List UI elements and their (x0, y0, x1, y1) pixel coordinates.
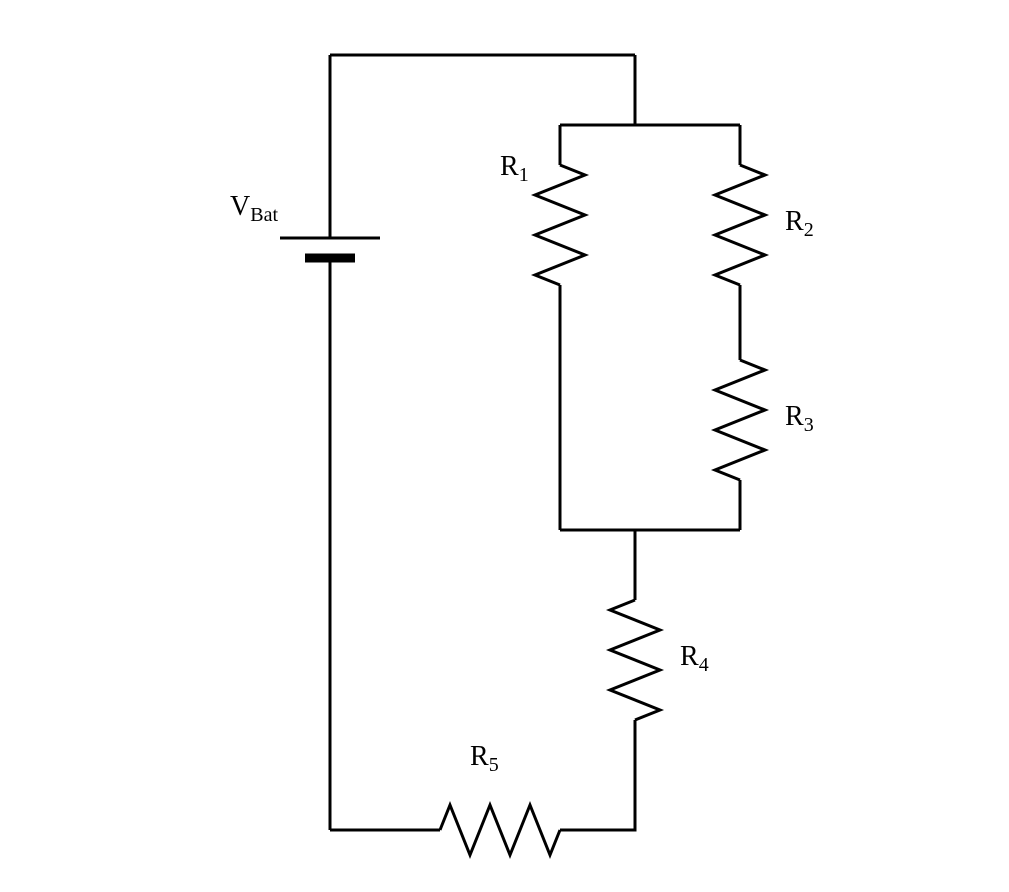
battery-label: VBat (230, 191, 278, 226)
r5-sub: 5 (489, 754, 499, 776)
vbat-sub: Bat (250, 204, 278, 226)
resistor-r1 (535, 165, 585, 285)
r2-sub: 2 (804, 219, 814, 241)
resistor-r3 (715, 360, 765, 480)
wire-bottom-right (560, 720, 635, 830)
r2-main: R (785, 206, 804, 237)
r1-label: R1 (500, 151, 529, 186)
r1-main: R (500, 151, 519, 182)
resistor-r5 (440, 805, 560, 855)
r3-label: R3 (785, 401, 814, 436)
r5-label: R5 (470, 741, 499, 776)
r3-sub: 3 (804, 414, 814, 436)
r3-main: R (785, 401, 804, 432)
r4-sub: 4 (699, 654, 709, 676)
resistor-r2 (715, 165, 765, 285)
r4-label: R4 (680, 641, 709, 676)
r2-label: R2 (785, 206, 814, 241)
resistor-r4 (610, 600, 660, 720)
battery-symbol (280, 238, 380, 258)
r5-main: R (470, 741, 489, 772)
r4-main: R (680, 641, 699, 672)
vbat-main: V (230, 191, 250, 222)
r1-sub: 1 (519, 164, 529, 186)
circuit-diagram: VBat R1 R2 R3 R4 R5 (0, 0, 1009, 892)
